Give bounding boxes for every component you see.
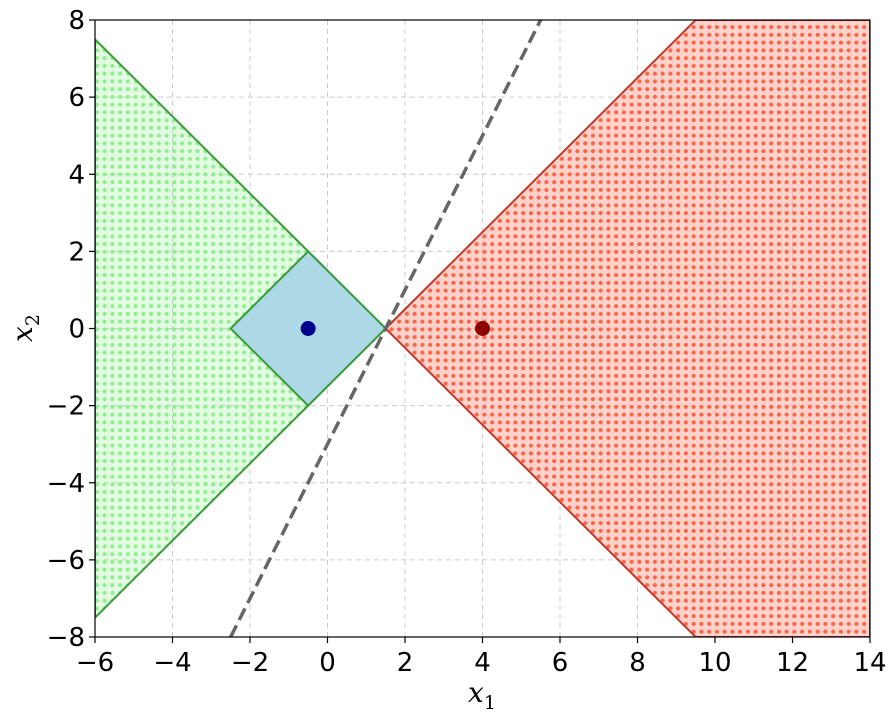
- blue-point: [300, 321, 316, 336]
- x-tick-label: 2: [397, 648, 414, 678]
- red-region-dots: [385, 20, 870, 637]
- y-axis-label-main: x: [6, 326, 39, 342]
- x-axis-label-sub: 1: [484, 692, 496, 714]
- x-axis-label-main: x: [468, 676, 484, 709]
- y-tick-label: −2: [47, 392, 85, 422]
- x-axis-label: x1: [468, 676, 496, 714]
- regions: [95, 20, 870, 637]
- y-ticks: −8 −6 −4 −2 0 2 4 6 8: [47, 6, 95, 653]
- green-region-edge: [95, 37, 388, 620]
- red-region-edge: [384, 20, 870, 637]
- red-point: [475, 321, 490, 336]
- x-ticks: −6 −4 −2 0 2 4 6 8 10 12 14: [76, 637, 887, 678]
- x-tick-label: −6: [76, 648, 114, 678]
- decision-boundary: [229, 20, 543, 637]
- y-tick-label: −6: [47, 546, 85, 576]
- x-tick-label: 12: [776, 648, 809, 678]
- x-tick-label: 4: [474, 648, 491, 678]
- y-tick-label: 2: [68, 237, 85, 267]
- y-tick-label: −8: [47, 623, 85, 653]
- x-tick-label: 6: [552, 648, 569, 678]
- y-tick-label: 6: [68, 83, 85, 113]
- x-tick-label: 14: [853, 648, 886, 678]
- points: [300, 321, 490, 336]
- y-tick-label: 8: [68, 6, 85, 36]
- x-tick-label: −2: [231, 648, 269, 678]
- lines: [229, 20, 543, 637]
- y-axis-label-sub: 2: [22, 314, 44, 326]
- x-tick-label: 10: [698, 648, 731, 678]
- y-tick-label: −4: [47, 469, 85, 499]
- x-tick-label: 8: [629, 648, 646, 678]
- y-axis-label: x2: [6, 314, 44, 342]
- y-tick-label: 4: [68, 160, 85, 190]
- y-tick-label: 0: [68, 315, 85, 345]
- x-tick-label: −4: [153, 648, 191, 678]
- x-tick-label: 0: [319, 648, 336, 678]
